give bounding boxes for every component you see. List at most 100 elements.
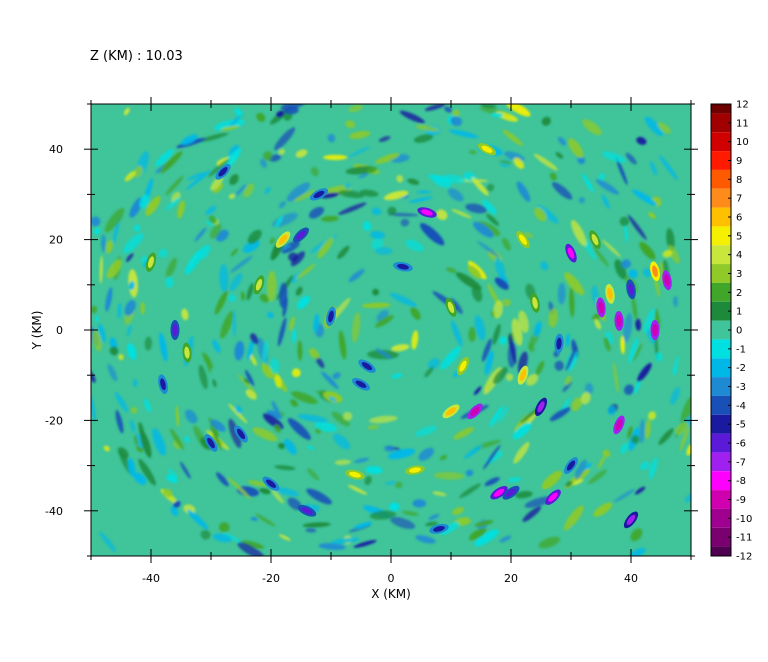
field-blob bbox=[152, 428, 166, 456]
colorbar-label: 3 bbox=[736, 269, 742, 280]
field-blob bbox=[597, 455, 606, 470]
field-blob bbox=[296, 295, 310, 309]
field-blob bbox=[229, 174, 239, 185]
field-blob bbox=[471, 177, 489, 196]
field-blob bbox=[97, 323, 106, 343]
field-blob bbox=[648, 212, 656, 219]
field-blob bbox=[358, 172, 369, 179]
field-blob bbox=[145, 195, 161, 216]
field-blob bbox=[338, 202, 367, 215]
field-blob bbox=[170, 506, 179, 516]
field-blob bbox=[114, 392, 129, 413]
field-blob bbox=[260, 158, 267, 168]
field-blob bbox=[452, 506, 464, 515]
field-layer bbox=[91, 104, 691, 556]
feature-core bbox=[652, 265, 658, 278]
colorbar-swatch bbox=[711, 264, 731, 283]
field-blob bbox=[593, 502, 613, 517]
field-blob bbox=[549, 172, 557, 181]
colorbar-label: 0 bbox=[736, 326, 742, 337]
field-blob bbox=[127, 343, 137, 361]
field-blob bbox=[659, 155, 678, 180]
field-blob bbox=[334, 459, 351, 466]
field-blob bbox=[310, 166, 319, 177]
field-blob bbox=[673, 296, 678, 307]
y-tick-label: -40 bbox=[45, 505, 63, 518]
colorbar-label: 1 bbox=[736, 307, 742, 318]
field-blob bbox=[354, 457, 370, 463]
field-blob bbox=[306, 445, 315, 450]
field-blob bbox=[200, 529, 211, 540]
field-blob bbox=[489, 405, 504, 428]
feature-core bbox=[664, 274, 670, 287]
field-features bbox=[145, 143, 672, 534]
field-blob bbox=[411, 330, 419, 350]
field-blob bbox=[582, 173, 594, 193]
field-blob bbox=[259, 488, 271, 495]
field-blob bbox=[297, 414, 329, 423]
field-blob bbox=[384, 445, 395, 453]
field-blob bbox=[634, 486, 646, 495]
feature-core bbox=[493, 488, 505, 497]
field-blob bbox=[369, 510, 397, 520]
feature-core bbox=[266, 479, 276, 488]
field-blob bbox=[220, 310, 234, 339]
field-blob bbox=[564, 272, 585, 296]
field-blob bbox=[213, 183, 224, 194]
field-blob bbox=[416, 190, 432, 194]
field-blob bbox=[538, 536, 561, 549]
field-blob bbox=[197, 132, 229, 143]
field-blob bbox=[173, 500, 181, 508]
field-blob bbox=[130, 406, 138, 414]
field-blob bbox=[219, 263, 229, 293]
field-blob bbox=[288, 252, 298, 262]
field-blob bbox=[455, 272, 482, 291]
field-blob bbox=[117, 447, 129, 459]
field-blob bbox=[133, 165, 143, 178]
field-blob bbox=[139, 194, 150, 209]
field-blob bbox=[230, 248, 239, 257]
field-blob bbox=[448, 129, 479, 139]
field-blob bbox=[554, 360, 564, 371]
field-blob bbox=[93, 227, 101, 235]
field-blob bbox=[565, 346, 577, 372]
field-blob bbox=[275, 215, 284, 228]
field-blob bbox=[117, 302, 122, 319]
field-blob bbox=[259, 293, 269, 303]
field-blob bbox=[415, 124, 440, 132]
field-blob bbox=[342, 411, 353, 421]
field-blob bbox=[212, 533, 232, 543]
field-blob bbox=[646, 327, 655, 345]
field-blob bbox=[291, 328, 297, 344]
colorbar-label: 8 bbox=[736, 175, 742, 186]
colorbar-swatch bbox=[711, 452, 731, 472]
field-blob bbox=[499, 160, 512, 165]
field-blob bbox=[541, 470, 562, 490]
field-blob bbox=[387, 206, 397, 216]
field-blob bbox=[502, 129, 524, 146]
field-blob bbox=[294, 189, 317, 202]
colorbar-swatch bbox=[711, 339, 731, 359]
field-blob bbox=[234, 107, 243, 117]
field-blob bbox=[210, 424, 223, 451]
field-blob bbox=[623, 313, 633, 343]
field-blob bbox=[291, 368, 301, 378]
field-blob bbox=[107, 364, 118, 382]
field-blob bbox=[247, 338, 255, 360]
field-blob bbox=[237, 542, 265, 556]
field-blob bbox=[502, 298, 512, 307]
field-blob bbox=[235, 184, 247, 196]
colorbar-label: -1 bbox=[736, 344, 746, 355]
y-tick-label: 0 bbox=[56, 324, 63, 337]
field-blob bbox=[680, 396, 691, 427]
field-blob bbox=[262, 151, 273, 161]
field-blob bbox=[533, 321, 542, 337]
field-blob bbox=[484, 350, 494, 375]
field-blob bbox=[274, 127, 296, 151]
field-blob bbox=[302, 522, 331, 528]
field-blob bbox=[424, 366, 434, 378]
field-blob bbox=[144, 336, 152, 351]
colorbar-label: -3 bbox=[736, 382, 746, 393]
field-blob bbox=[274, 465, 296, 471]
